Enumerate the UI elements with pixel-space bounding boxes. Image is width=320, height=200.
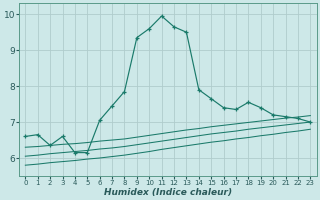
X-axis label: Humidex (Indice chaleur): Humidex (Indice chaleur) bbox=[104, 188, 232, 197]
